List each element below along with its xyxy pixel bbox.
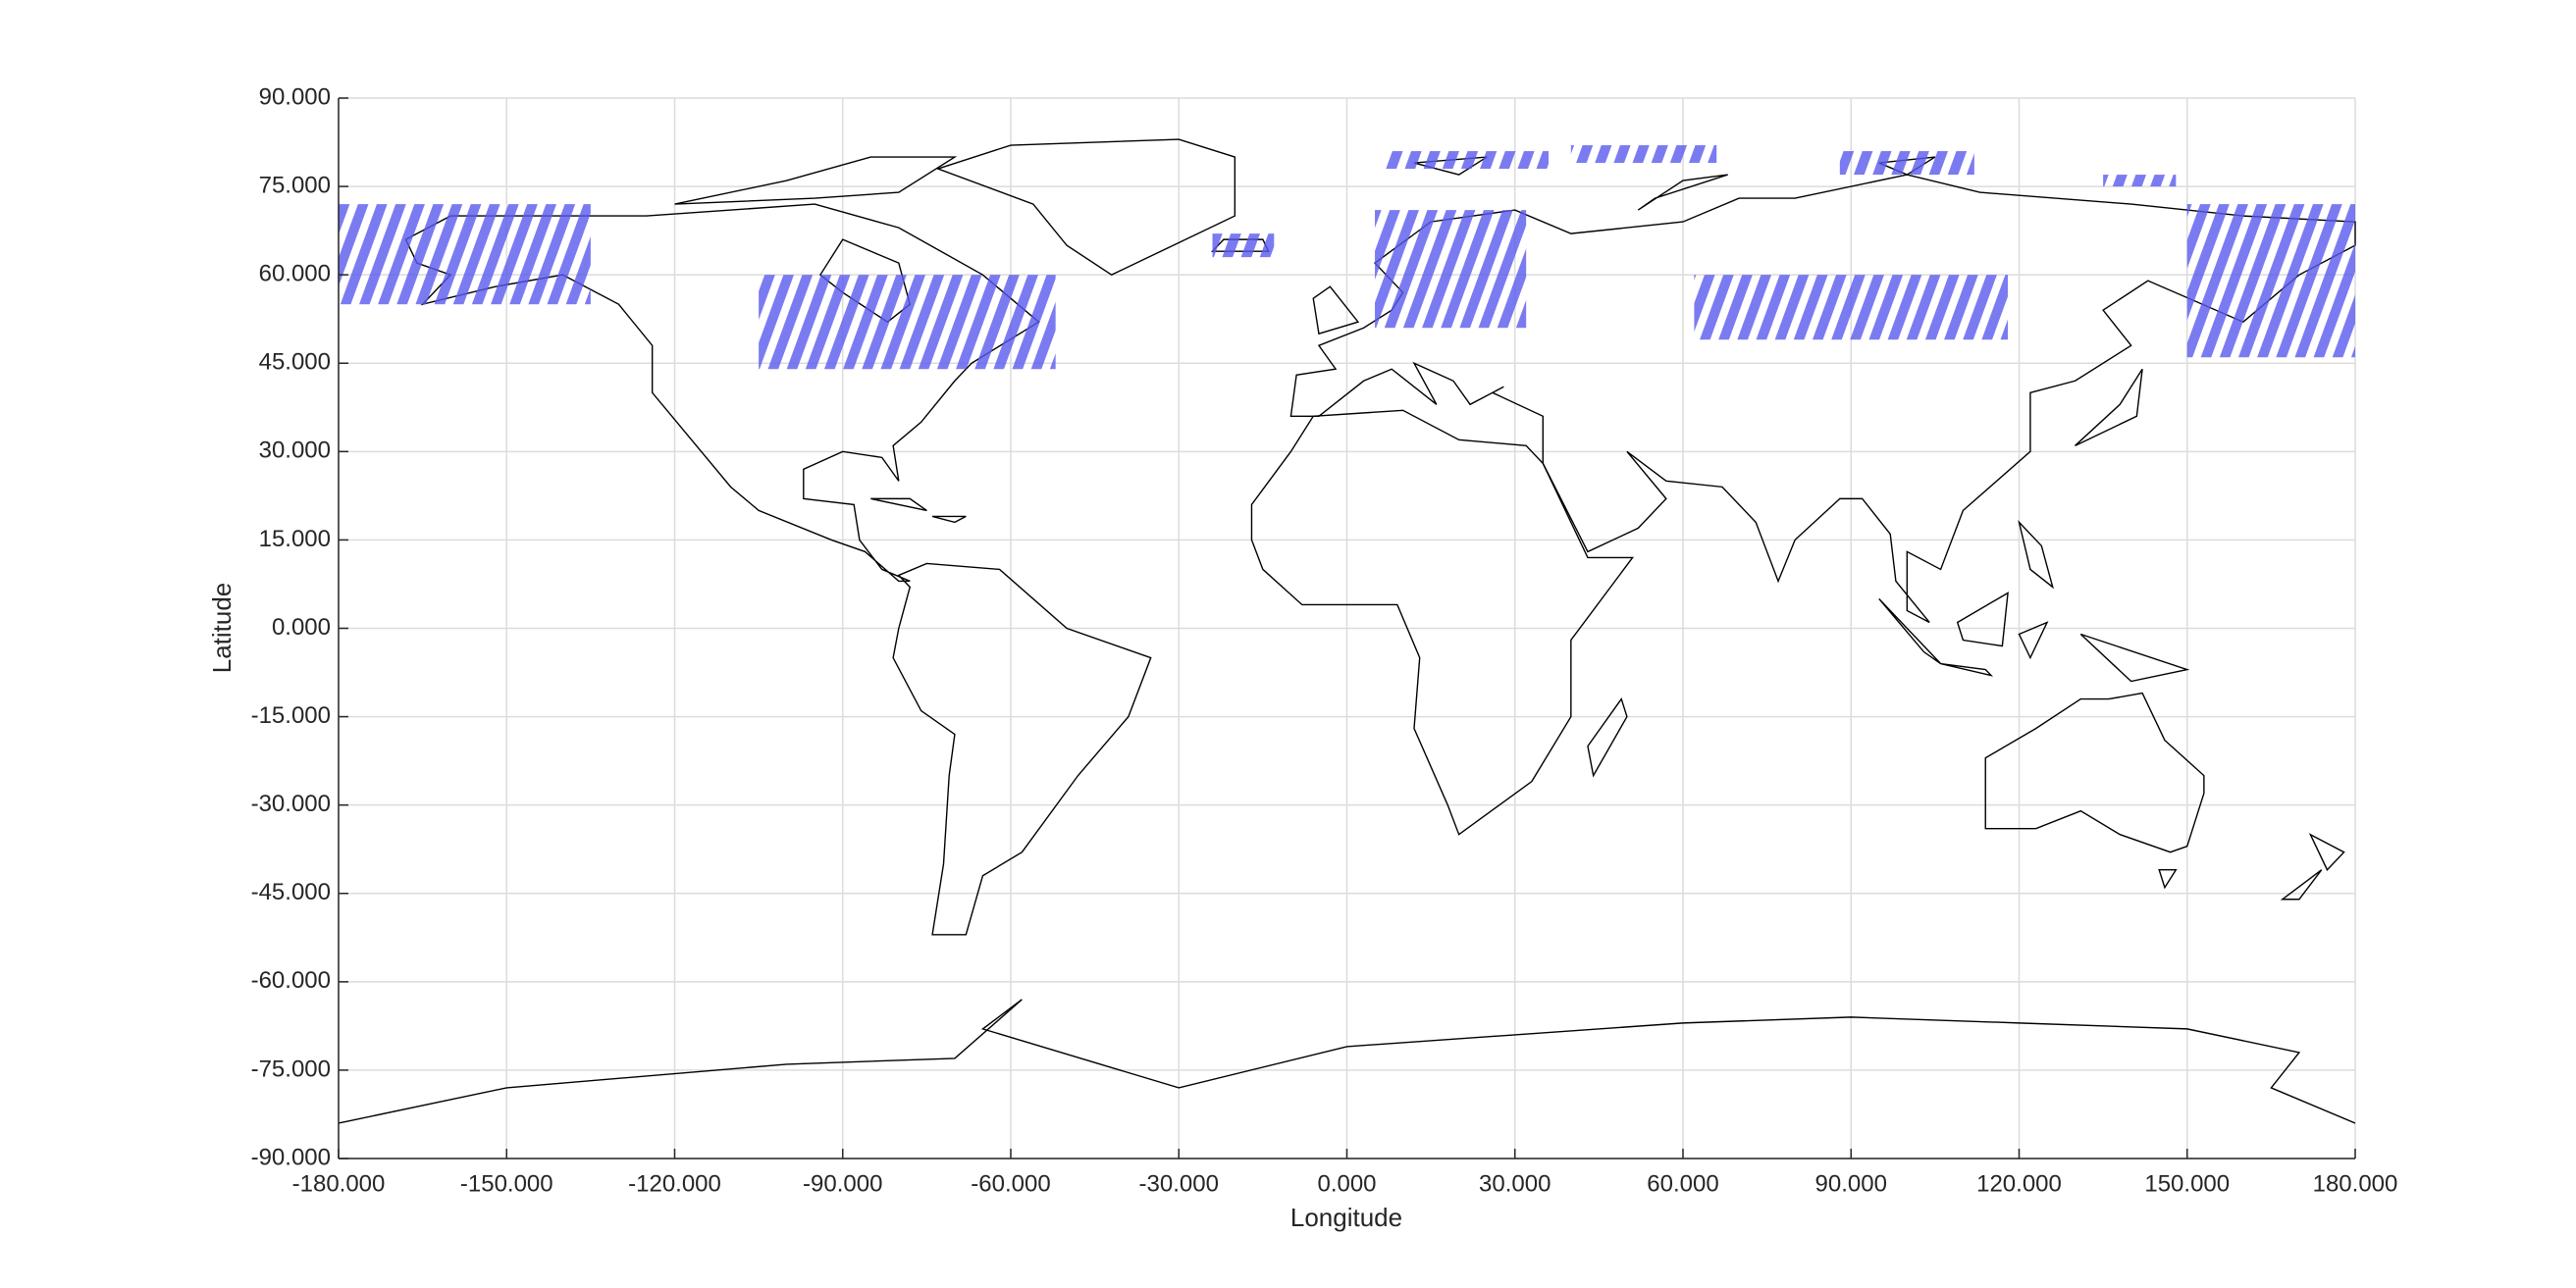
swaths	[339, 145, 2355, 370]
x-tick-label: 180.000	[2313, 1170, 2398, 1197]
y-tick-label: -75.000	[251, 1056, 331, 1082]
eurasia	[1290, 175, 2355, 622]
swath-region	[339, 204, 591, 305]
x-tick-label: -150.000	[460, 1170, 553, 1197]
x-tick-label: 30.000	[1479, 1170, 1551, 1197]
y-tick-label: 0.000	[272, 614, 331, 641]
caribbean	[870, 498, 966, 522]
y-tick-label: 15.000	[259, 526, 331, 552]
greenland	[938, 139, 1235, 275]
swath-region	[1386, 151, 1549, 170]
swath-region	[1212, 233, 1275, 258]
y-tick-label: 75.000	[259, 172, 331, 198]
south-america	[893, 563, 1151, 934]
y-tick-label: -30.000	[251, 791, 331, 817]
swath-region	[759, 275, 1056, 370]
swath-region	[1839, 151, 1974, 176]
swath-region	[2103, 175, 2177, 187]
africa	[1251, 410, 1632, 834]
x-tick-label: 150.000	[2144, 1170, 2230, 1197]
y-tick-label: 30.000	[259, 438, 331, 464]
y-tick-label: 60.000	[259, 261, 331, 287]
coastlines	[339, 139, 2355, 1123]
y-tick-label: -90.000	[251, 1144, 331, 1170]
x-tick-label: -90.000	[803, 1170, 882, 1197]
y-tick-label: 45.000	[259, 349, 331, 376]
swath-region	[1570, 145, 1717, 164]
swath-region	[1375, 210, 1527, 329]
australia	[1985, 694, 2204, 852]
x-tick-label: 120.000	[1976, 1170, 2062, 1197]
swath-region	[2186, 204, 2355, 358]
y-tick-label: 90.000	[259, 83, 331, 110]
x-tick-label: 60.000	[1647, 1170, 1718, 1197]
y-tick-label: -45.000	[251, 879, 331, 905]
x-tick-label: -30.000	[1139, 1170, 1219, 1197]
swath-region	[1694, 275, 2009, 340]
y-tick-label: -60.000	[251, 967, 331, 994]
x-tick-label: -60.000	[971, 1170, 1050, 1197]
x-tick-label: -120.000	[628, 1170, 721, 1197]
y-tick-label: -15.000	[251, 702, 331, 729]
x-tick-label: -180.000	[292, 1170, 386, 1197]
x-tick-label: 0.000	[1317, 1170, 1376, 1197]
x-axis-label: Longitude	[1290, 1203, 1402, 1232]
x-tick-label: 90.000	[1815, 1170, 1887, 1197]
antarctica	[339, 1000, 2355, 1123]
north-america	[406, 204, 1039, 581]
y-axis-label: Latitude	[207, 583, 237, 674]
